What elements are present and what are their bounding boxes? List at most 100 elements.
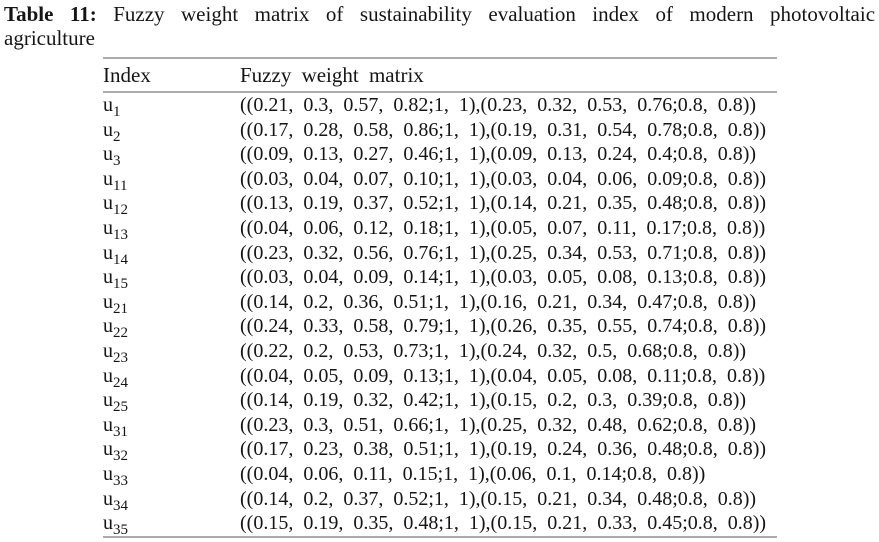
index-cell: u25 (103, 388, 240, 416)
value-cell: ((0.17, 0.23, 0.38, 0.51;1, 1),(0.19, 0.… (240, 438, 767, 461)
index-base: u (103, 364, 113, 387)
rule-header (103, 91, 777, 93)
index-base: u (103, 413, 113, 436)
table-row: u21 ((0.14, 0.2, 0.36, 0.51;1, 1),(0.16,… (103, 290, 777, 317)
index-subscript: 31 (113, 423, 128, 440)
table-row: u24 ((0.04, 0.05, 0.09, 0.13;1, 1),(0.04… (103, 364, 777, 391)
value-cell: ((0.14, 0.19, 0.32, 0.42;1, 1),(0.15, 0.… (240, 389, 747, 412)
rule-top (103, 57, 777, 59)
table-row: u2 ((0.17, 0.28, 0.58, 0.86;1, 1),(0.19,… (103, 118, 777, 145)
table-row: u3 ((0.09, 0.13, 0.27, 0.46;1, 1),(0.09,… (103, 142, 777, 170)
value-cell: ((0.24, 0.33, 0.58, 0.79;1, 1),(0.26, 0.… (240, 315, 767, 338)
value-cell: ((0.23, 0.3, 0.51, 0.66;1, 1),(0.25, 0.3… (240, 413, 757, 436)
index-cell: u24 (103, 364, 240, 391)
value-cell: ((0.04, 0.06, 0.12, 0.18;1, 1),(0.05, 0.… (240, 216, 766, 239)
value-cell: ((0.14, 0.2, 0.37, 0.52;1, 1),(0.15, 0.2… (240, 487, 757, 510)
table-row: u34 ((0.14, 0.2, 0.37, 0.52;1, 1),(0.15,… (103, 487, 777, 514)
value-cell: ((0.04, 0.06, 0.11, 0.15;1, 1),(0.06, 0.… (240, 462, 706, 485)
index-cell: u23 (103, 339, 240, 366)
index-cell: u31 (103, 413, 240, 440)
index-base: u (103, 143, 113, 166)
table-row: u1 ((0.21, 0.3, 0.57, 0.82;1, 1),(0.23, … (103, 93, 777, 120)
index-base: u (103, 487, 113, 510)
index-subscript: 3 (113, 153, 121, 170)
value-cell: ((0.17, 0.28, 0.58, 0.86;1, 1),(0.19, 0.… (240, 118, 767, 141)
index-base: u (103, 290, 113, 313)
index-base: u (103, 389, 113, 412)
caption-text: Fuzzy weight matrix of sustainability ev… (113, 2, 876, 26)
index-base: u (103, 315, 113, 338)
value-cell: ((0.03, 0.04, 0.09, 0.14;1, 1),(0.03, 0.… (240, 266, 767, 289)
caption-label: Table 11: (4, 2, 97, 26)
index-subscript: 25 (113, 399, 128, 416)
index-base: u (103, 216, 113, 239)
table-row: u12 ((0.13, 0.19, 0.37, 0.52;1, 1),(0.14… (103, 191, 777, 219)
value-cell: ((0.04, 0.05, 0.09, 0.13;1, 1),(0.04, 0.… (240, 364, 766, 387)
index-cell: u14 (103, 241, 240, 268)
table-caption: Table 11: Fuzzy weight matrix of sustain… (4, 2, 876, 50)
value-cell: ((0.22, 0.2, 0.53, 0.73;1, 1),(0.24, 0.3… (240, 339, 747, 362)
index-cell: u35 (103, 511, 240, 539)
index-cell: u32 (103, 437, 240, 465)
fuzzy-weight-table: Index Fuzzy weight matrix u1 ((0.21, 0.3… (103, 57, 777, 538)
index-base: u (103, 462, 113, 485)
index-subscript: 21 (113, 300, 128, 317)
table-row: u11 ((0.03, 0.04, 0.07, 0.10;1, 1),(0.03… (103, 167, 777, 194)
table-row: u31 ((0.23, 0.3, 0.51, 0.66;1, 1),(0.25,… (103, 413, 777, 440)
index-cell: u21 (103, 290, 240, 317)
table-row: u22 ((0.24, 0.33, 0.58, 0.79;1, 1),(0.26… (103, 314, 777, 342)
index-cell: u3 (103, 142, 240, 170)
index-subscript: 2 (113, 128, 121, 145)
index-subscript: 24 (113, 374, 128, 391)
index-subscript: 34 (113, 497, 128, 514)
index-subscript: 13 (113, 226, 128, 243)
table-header-row: Index Fuzzy weight matrix (103, 59, 777, 91)
index-base: u (103, 438, 113, 461)
index-cell: u2 (103, 118, 240, 145)
table-row: u33 ((0.04, 0.06, 0.11, 0.15;1, 1),(0.06… (103, 462, 777, 489)
index-subscript: 32 (113, 448, 128, 465)
table-row: u13 ((0.04, 0.06, 0.12, 0.18;1, 1),(0.05… (103, 216, 777, 243)
value-cell: ((0.13, 0.19, 0.37, 0.52;1, 1),(0.14, 0.… (240, 192, 767, 215)
index-subscript: 23 (113, 349, 128, 366)
value-cell: ((0.03, 0.04, 0.07, 0.10;1, 1),(0.03, 0.… (240, 167, 767, 190)
index-cell: u12 (103, 191, 240, 219)
rule-bottom (103, 535, 777, 538)
table-row: u14 ((0.23, 0.32, 0.56, 0.76;1, 1),(0.25… (103, 241, 777, 268)
index-subscript: 12 (113, 202, 128, 219)
table-row: u23 ((0.22, 0.2, 0.53, 0.73;1, 1),(0.24,… (103, 339, 777, 366)
value-cell: ((0.23, 0.32, 0.56, 0.76;1, 1),(0.25, 0.… (240, 241, 767, 264)
column-header-matrix: Fuzzy weight matrix (240, 62, 424, 87)
index-base: u (103, 266, 113, 289)
index-subscript: 35 (113, 522, 128, 539)
index-cell: u13 (103, 216, 240, 243)
index-subscript: 22 (113, 325, 128, 342)
index-cell: u11 (103, 167, 240, 194)
index-cell: u22 (103, 314, 240, 342)
index-base: u (103, 94, 113, 116)
column-header-index: Index (103, 62, 151, 87)
index-base: u (103, 118, 113, 141)
index-cell: u33 (103, 462, 240, 489)
index-cell: u15 (103, 265, 240, 293)
value-cell: ((0.14, 0.2, 0.36, 0.51;1, 1),(0.16, 0.2… (240, 290, 757, 313)
index-subscript: 33 (113, 472, 128, 489)
table-row: u35 ((0.15, 0.19, 0.35, 0.48;1, 1),(0.15… (103, 511, 777, 539)
value-cell: ((0.09, 0.13, 0.27, 0.46;1, 1),(0.09, 0.… (240, 143, 757, 166)
caption-line-2: agriculture (4, 25, 95, 50)
index-cell: u1 (103, 93, 240, 120)
table-row: u32 ((0.17, 0.23, 0.38, 0.51;1, 1),(0.19… (103, 437, 777, 465)
index-subscript: 14 (113, 251, 128, 268)
index-subscript: 15 (113, 276, 128, 293)
index-base: u (103, 192, 113, 215)
index-base: u (103, 167, 113, 190)
index-base: u (103, 339, 113, 362)
caption-line-1: Table 11: Fuzzy weight matrix of sustain… (4, 2, 876, 27)
value-cell: ((0.21, 0.3, 0.57, 0.82;1, 1),(0.23, 0.3… (240, 94, 757, 116)
table-row: u15 ((0.03, 0.04, 0.09, 0.14;1, 1),(0.03… (103, 265, 777, 293)
table-row: u25 ((0.14, 0.19, 0.32, 0.42;1, 1),(0.15… (103, 388, 777, 416)
index-subscript: 11 (113, 177, 128, 194)
index-cell: u34 (103, 487, 240, 514)
index-base: u (103, 241, 113, 264)
value-cell: ((0.15, 0.19, 0.35, 0.48;1, 1),(0.15, 0.… (240, 512, 767, 535)
